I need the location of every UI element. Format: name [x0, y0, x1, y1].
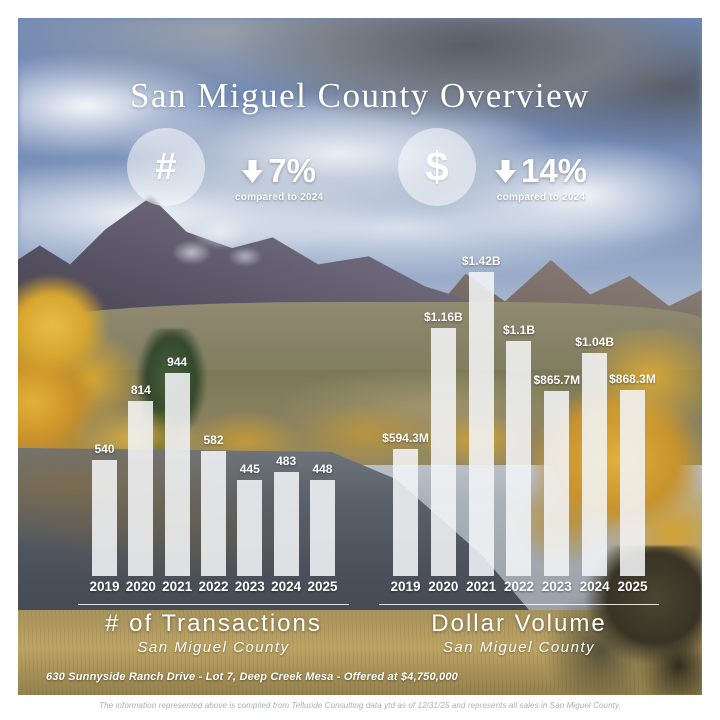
chart-subtitle: San Miguel County — [137, 639, 290, 656]
bar-column: $594.3M — [382, 272, 429, 576]
hash-icon: # — [155, 145, 177, 188]
bar-value-label: $865.7M — [533, 372, 581, 387]
bar-column: $868.3M — [609, 272, 656, 576]
bar-value-label: $1.04B — [575, 335, 614, 350]
transactions-stat-circle: # — [127, 128, 205, 206]
bar-value-label: $1.1B — [502, 322, 535, 337]
bar-column: $865.7M — [533, 272, 580, 576]
x-tick-label: 2023 — [541, 579, 572, 594]
bar-value-label: 814 — [130, 382, 151, 397]
x-tick-label: 2022 — [503, 579, 534, 594]
transactions-stat: 7% compared to 2024 — [235, 152, 323, 203]
bar-column: 814 — [125, 373, 156, 576]
bar-column: 483 — [271, 373, 302, 576]
bar-value-label: 582 — [203, 432, 224, 447]
bar-value-label: 483 — [276, 454, 297, 469]
bar-value-label: $594.3M — [382, 430, 429, 445]
bar — [468, 272, 494, 576]
bar — [544, 390, 570, 576]
transactions-chart: 540 814 944 582 445 483 448 2019 2020 2021 2022 20… — [78, 355, 349, 656]
dollar-stat: 14% compared to 2024 — [495, 152, 587, 203]
bar-column: 582 — [198, 373, 229, 576]
chart-title: Dollar Volume — [431, 610, 607, 637]
x-tick-label: 2025 — [617, 579, 648, 594]
bar — [164, 373, 190, 576]
bar-column: $1.04B — [575, 272, 614, 576]
bar — [237, 480, 263, 576]
bar — [273, 472, 299, 576]
x-tick-label: 2021 — [162, 579, 193, 594]
x-tick-label: 2022 — [198, 579, 229, 594]
x-tick-label: 2019 — [390, 579, 421, 594]
transactions-change-note: compared to 2024 — [235, 192, 324, 203]
bar-value-label: 540 — [94, 441, 115, 456]
transactions-change: 7% — [242, 152, 316, 190]
dollar-change-note: compared to 2024 — [496, 192, 586, 203]
background-photo: San Miguel County Overview # 7% compared… — [18, 18, 702, 695]
bar-group: $594.3M $1.16B $1.42B $1.1B $865.7M $1.04B $86… — [382, 254, 656, 576]
bar — [128, 400, 154, 576]
x-tick-label: 2025 — [307, 579, 338, 594]
x-tick-label: 2021 — [466, 579, 497, 594]
x-tick-label: 2024 — [579, 579, 610, 594]
bar-value-label: 944 — [167, 355, 188, 369]
bar — [393, 448, 418, 576]
bar — [619, 390, 645, 576]
bar-value-label: $868.3M — [609, 372, 656, 387]
disclaimer-footer: The information represented above is com… — [99, 701, 621, 710]
x-tick-label: 2024 — [271, 579, 302, 594]
x-tick-label: 2020 — [428, 579, 459, 594]
bar — [506, 340, 532, 576]
bar-column: $1.1B — [502, 272, 535, 576]
chart-title: # of Transactions — [105, 610, 322, 637]
bar-value-label: $1.42B — [461, 254, 501, 268]
bar-column: 448 — [307, 373, 338, 576]
x-tick-label: 2023 — [234, 579, 265, 594]
bar-column: $1.42B — [462, 254, 501, 576]
chart-subtitle: San Miguel County — [442, 639, 596, 656]
bar-group: 540 814 944 582 445 483 448 — [89, 355, 338, 576]
bar-column: 540 — [89, 373, 120, 576]
bar — [92, 459, 117, 576]
dollar-volume-chart: $594.3M $1.16B $1.42B $1.1B $865.7M $1.04B $86… — [379, 254, 659, 656]
dollar-icon: $ — [425, 143, 449, 190]
bar-column: 445 — [234, 373, 265, 576]
bar-value-label: 448 — [312, 461, 333, 476]
x-axis-labels: 2019 2020 2021 2022 2023 2024 2025 — [390, 579, 648, 594]
dollar-stat-circle: $ — [398, 128, 476, 206]
x-tick-label: 2019 — [89, 579, 120, 594]
dollar-change: 14% — [495, 152, 587, 190]
x-tick-label: 2020 — [125, 579, 156, 594]
chart-divider — [78, 604, 349, 605]
bar — [430, 327, 456, 576]
bar-value-label: 445 — [239, 462, 260, 477]
bar-value-label: $1.16B — [423, 309, 463, 324]
chart-divider — [379, 604, 659, 605]
photo-mountain-snow — [113, 207, 319, 289]
down-arrow-icon — [242, 159, 264, 183]
dollar-change-value: 14% — [521, 152, 588, 189]
property-caption: 630 Sunnyside Ranch Drive - Lot 7, Deep … — [46, 671, 458, 683]
bar-column: $1.16B — [424, 272, 463, 576]
bar-column: 944 — [162, 355, 193, 576]
bar — [582, 353, 608, 576]
page-title: San Miguel County Overview — [130, 76, 590, 115]
x-axis-labels: 2019 2020 2021 2022 2023 2024 2025 — [89, 579, 338, 594]
down-arrow-icon — [495, 159, 516, 183]
bar — [309, 479, 335, 576]
bar — [200, 450, 226, 576]
transactions-change-value: 7% — [268, 152, 316, 189]
